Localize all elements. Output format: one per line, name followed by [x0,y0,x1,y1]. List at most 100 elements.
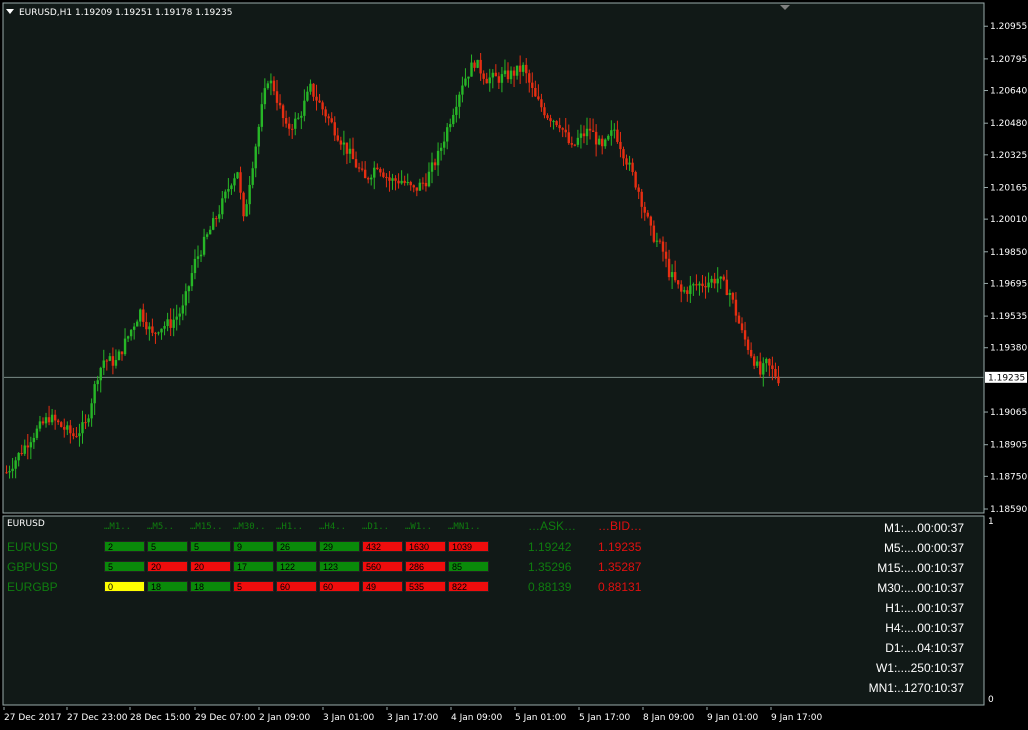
candle [403,175,406,186]
candle [394,175,397,191]
candle [752,353,756,370]
candle [108,352,112,362]
candle [567,124,570,145]
candle [373,161,376,190]
strength-cell: 17 [233,561,274,572]
candle [196,245,200,268]
candle [397,173,400,189]
candle [464,68,467,87]
candle [330,112,333,124]
candle [260,92,264,132]
candle [142,303,145,327]
candle [725,269,729,296]
time-tick-label: 4 Jan 09:00 [451,713,503,723]
candle [537,84,540,101]
candle [75,427,78,438]
price-tick-label: 1.20795 [990,55,1027,65]
strength-cell: 1039 [448,541,489,552]
timeframe-header: …MN1.. [448,522,481,532]
price-tick-label: 1.19535 [990,312,1027,322]
time-tick-label: 28 Dec 15:00 [130,713,191,723]
candle [306,86,309,102]
candle [446,122,449,150]
candle [494,64,498,77]
strength-cell: 822 [448,581,489,592]
price-chart[interactable]: 1.20955 1.20795 1.20640 1.20480 1.20325 1.201… [0,0,1028,515]
candle [208,225,212,235]
candle [643,201,646,221]
candle [132,322,136,340]
strength-cell: 29 [319,541,360,552]
price-tick-label: 1.19850 [990,248,1027,258]
bar-countdown: M30:....00:10:37 [877,581,964,595]
candle [148,322,151,341]
candle [53,409,57,430]
candle [607,134,610,141]
candle [20,444,23,456]
candle [467,76,470,88]
bar-countdown: H4:....00:10:37 [885,621,964,635]
candle [35,425,39,441]
candle [254,143,257,178]
candle [363,161,367,179]
shift-marker-icon[interactable] [780,5,790,10]
candle [610,120,613,146]
candle [597,135,601,146]
candle [743,321,747,347]
strength-cell: 20 [190,561,231,572]
time-tick-label: 3 Jan 17:00 [387,713,439,723]
candle [382,168,385,179]
chart-menu-icon[interactable] [6,9,14,14]
candle [291,123,294,139]
candle [339,136,343,150]
time-tick-label: 9 Jan 17:00 [771,713,823,723]
candle [312,83,315,102]
candle [245,199,248,217]
candle [251,161,254,189]
candle [573,143,577,147]
candle [60,421,63,428]
candle [163,321,166,336]
candle [680,280,683,303]
candle [570,136,574,148]
candle [491,69,494,89]
candle [90,398,93,427]
candle [117,349,121,361]
candle [692,282,695,296]
candle [263,78,267,110]
candle [93,380,96,415]
indicator-scale-top: 1 [988,517,994,527]
candle [634,170,637,190]
candle [771,356,774,381]
candle [11,457,14,479]
candle [385,173,388,188]
candle [695,274,698,291]
timeframe-header: …M15.. [190,522,223,532]
candle [324,106,327,123]
bar-countdown: M1:....00:00:37 [883,521,964,535]
ask-price: 1.35296 [528,560,572,574]
candle [619,131,622,158]
price-tick-label: 1.18590 [990,505,1027,515]
candle [278,94,282,109]
timeframe-header: …D1.. [362,522,390,532]
candle [32,432,36,449]
candle [242,191,245,222]
candle [87,414,90,427]
candle [549,114,552,128]
price-axis: 1.20955 1.20795 1.20640 1.20480 1.20325 1.201… [984,22,1027,515]
candle [29,436,33,460]
candle [84,414,87,430]
candle [257,124,260,155]
symbol-label: EURGBP [7,580,58,594]
candle [637,184,640,200]
time-tick-label: 5 Jan 17:00 [579,713,631,723]
candle [625,154,628,170]
strength-cell: 20 [147,561,188,572]
bar-countdown: M15:....00:10:37 [877,561,964,575]
candle [175,304,178,331]
candle [23,439,26,456]
price-tick-label: 1.18905 [990,441,1027,451]
candle [722,274,725,282]
bar-countdown: D1:....04:10:37 [885,641,964,655]
